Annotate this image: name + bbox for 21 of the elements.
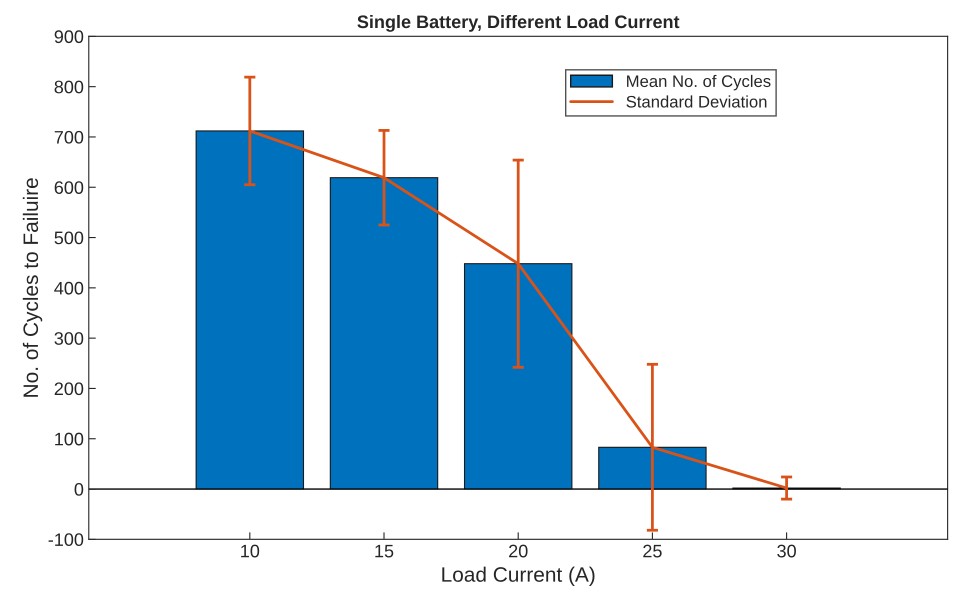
y-tick-label: 600 (54, 181, 84, 194)
x-tick-label: 25 (643, 544, 662, 558)
chart-title: Single Battery, Different Load Current (357, 14, 680, 32)
y-tick-label: 200 (54, 382, 84, 396)
x-tick-label: 20 (509, 544, 528, 558)
x-axis-title: Load Current (A) (442, 566, 594, 586)
x-tick-label: 30 (777, 544, 796, 558)
y-tick-label: 900 (54, 30, 84, 44)
y-tick-label: 100 (55, 432, 84, 446)
y-axis-title: No. of Cycles to Failuire (22, 178, 42, 397)
legend-label: Standard Deviation (626, 95, 766, 108)
y-tick-label: 400 (54, 282, 84, 295)
y-tick-label: 800 (54, 80, 84, 94)
y-tick-label: 700 (54, 130, 84, 144)
y-tick-label: 0 (74, 482, 84, 496)
x-tick-label: 15 (375, 544, 394, 558)
x-tick-label: 10 (241, 544, 260, 558)
y-tick-label: -100 (48, 533, 84, 546)
legend-label: Mean No. of Cycles (627, 74, 771, 90)
y-tick-label: 300 (54, 332, 84, 345)
y-tick-label: 500 (54, 231, 84, 244)
